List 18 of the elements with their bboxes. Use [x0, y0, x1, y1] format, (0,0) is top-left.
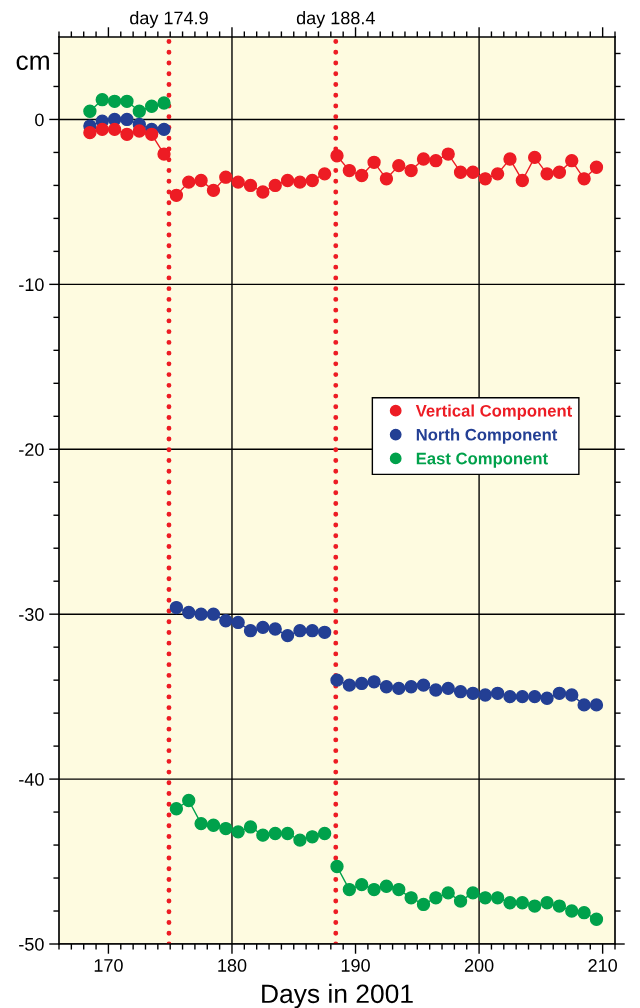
y-tick-label: -30	[19, 608, 44, 621]
x-tick-label: 210	[588, 959, 617, 972]
ref-line-label: day 188.4	[296, 11, 375, 28]
y-tick-label: -10	[19, 278, 44, 292]
x-tick-label: 170	[94, 959, 123, 972]
y-tick-label: -40	[19, 773, 44, 786]
y-axis-title: cm	[16, 55, 49, 70]
x-tick-label: 190	[341, 959, 370, 972]
x-tick-label: 200	[464, 959, 494, 972]
x-axis-title: Days in 2001	[262, 983, 413, 1008]
y-tick-label: -50	[19, 937, 44, 951]
y-tick-label: 0	[35, 113, 44, 127]
ref-line-label: day 174.9	[130, 11, 208, 28]
legend-label: East Component	[416, 452, 548, 468]
legend-label: Vertical Component	[415, 404, 572, 420]
y-tick-label: -20	[19, 443, 44, 456]
legend-label: North Component	[416, 428, 558, 444]
x-tick-label: 180	[218, 959, 247, 972]
